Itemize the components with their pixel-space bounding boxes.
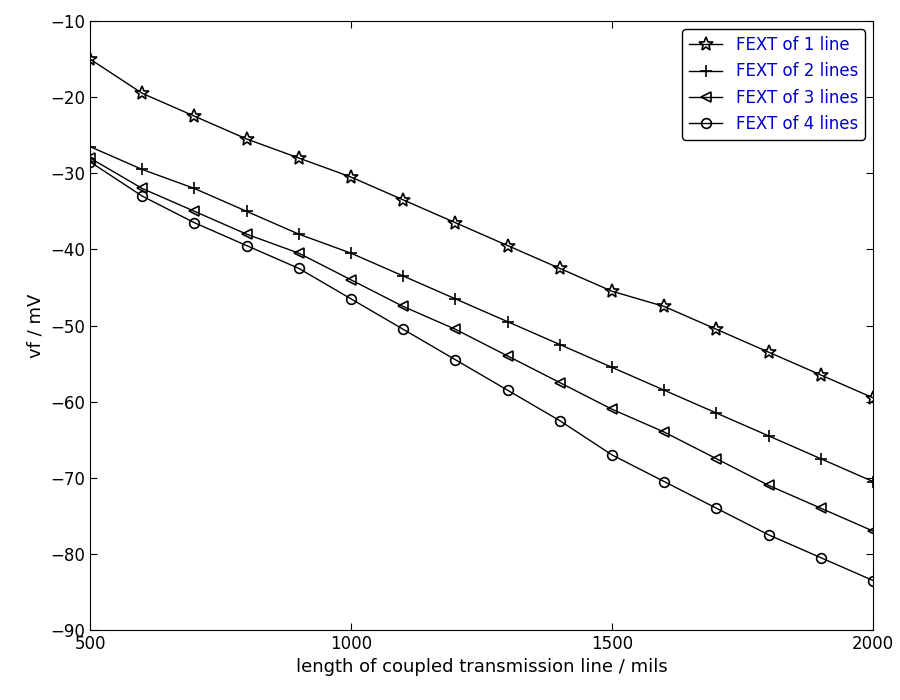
FEXT of 4 lines bbox=[241, 241, 252, 250]
FEXT of 2 lines bbox=[502, 318, 513, 326]
FEXT of 2 lines bbox=[293, 230, 304, 238]
FEXT of 1 line bbox=[85, 55, 95, 63]
FEXT of 1 line bbox=[189, 112, 200, 120]
Legend: FEXT of 1 line, FEXT of 2 lines, FEXT of 3 lines, FEXT of 4 lines: FEXT of 1 line, FEXT of 2 lines, FEXT of… bbox=[682, 29, 865, 140]
FEXT of 3 lines bbox=[554, 379, 565, 387]
FEXT of 1 line bbox=[659, 302, 670, 311]
FEXT of 3 lines bbox=[711, 454, 722, 463]
FEXT of 3 lines bbox=[398, 302, 409, 311]
FEXT of 4 lines bbox=[868, 576, 878, 584]
FEXT of 1 line bbox=[607, 287, 617, 295]
FEXT of 1 line bbox=[137, 89, 148, 97]
FEXT of 2 lines bbox=[450, 295, 461, 303]
FEXT of 4 lines bbox=[815, 554, 826, 562]
FEXT of 4 lines bbox=[607, 451, 617, 459]
Line: FEXT of 2 lines: FEXT of 2 lines bbox=[84, 141, 879, 488]
FEXT of 1 line bbox=[241, 135, 252, 143]
FEXT of 1 line bbox=[711, 325, 722, 333]
FEXT of 1 line bbox=[815, 371, 826, 379]
FEXT of 1 line bbox=[293, 154, 304, 162]
FEXT of 2 lines bbox=[607, 363, 617, 372]
FEXT of 3 lines bbox=[137, 184, 148, 192]
FEXT of 1 line bbox=[554, 264, 565, 272]
FEXT of 3 lines bbox=[189, 207, 200, 216]
FEXT of 2 lines bbox=[85, 142, 95, 150]
FEXT of 2 lines bbox=[815, 454, 826, 463]
FEXT of 2 lines bbox=[868, 477, 878, 486]
FEXT of 2 lines bbox=[711, 409, 722, 417]
FEXT of 2 lines bbox=[346, 249, 356, 258]
FEXT of 4 lines bbox=[293, 264, 304, 272]
FEXT of 1 line bbox=[346, 173, 356, 181]
FEXT of 1 line bbox=[398, 196, 409, 204]
FEXT of 4 lines bbox=[398, 325, 409, 333]
FEXT of 4 lines bbox=[711, 504, 722, 512]
FEXT of 3 lines bbox=[607, 405, 617, 414]
FEXT of 4 lines bbox=[85, 158, 95, 166]
FEXT of 4 lines bbox=[137, 192, 148, 200]
FEXT of 4 lines bbox=[763, 531, 774, 539]
Line: FEXT of 1 line: FEXT of 1 line bbox=[83, 52, 880, 405]
X-axis label: length of coupled transmission line / mils: length of coupled transmission line / mi… bbox=[295, 659, 668, 676]
FEXT of 4 lines bbox=[189, 218, 200, 227]
FEXT of 3 lines bbox=[868, 527, 878, 536]
FEXT of 1 line bbox=[763, 348, 774, 356]
FEXT of 3 lines bbox=[346, 276, 356, 284]
FEXT of 1 line bbox=[502, 241, 513, 250]
FEXT of 2 lines bbox=[763, 432, 774, 440]
FEXT of 1 line bbox=[450, 218, 461, 227]
FEXT of 3 lines bbox=[450, 325, 461, 333]
Y-axis label: vf / mV: vf / mV bbox=[27, 293, 45, 358]
FEXT of 2 lines bbox=[241, 207, 252, 216]
FEXT of 3 lines bbox=[293, 249, 304, 258]
FEXT of 3 lines bbox=[815, 504, 826, 512]
Line: FEXT of 4 lines: FEXT of 4 lines bbox=[86, 157, 878, 585]
FEXT of 3 lines bbox=[502, 352, 513, 361]
FEXT of 4 lines bbox=[554, 416, 565, 425]
FEXT of 3 lines bbox=[85, 154, 95, 162]
Line: FEXT of 3 lines: FEXT of 3 lines bbox=[86, 153, 878, 536]
FEXT of 2 lines bbox=[137, 165, 148, 174]
FEXT of 3 lines bbox=[241, 230, 252, 238]
FEXT of 4 lines bbox=[346, 295, 356, 303]
FEXT of 4 lines bbox=[659, 477, 670, 486]
FEXT of 4 lines bbox=[502, 386, 513, 394]
FEXT of 3 lines bbox=[659, 428, 670, 436]
FEXT of 4 lines bbox=[450, 356, 461, 364]
FEXT of 2 lines bbox=[398, 272, 409, 280]
FEXT of 2 lines bbox=[659, 386, 670, 394]
FEXT of 1 line bbox=[868, 393, 878, 402]
FEXT of 2 lines bbox=[189, 184, 200, 192]
FEXT of 2 lines bbox=[554, 340, 565, 349]
FEXT of 3 lines bbox=[763, 481, 774, 489]
